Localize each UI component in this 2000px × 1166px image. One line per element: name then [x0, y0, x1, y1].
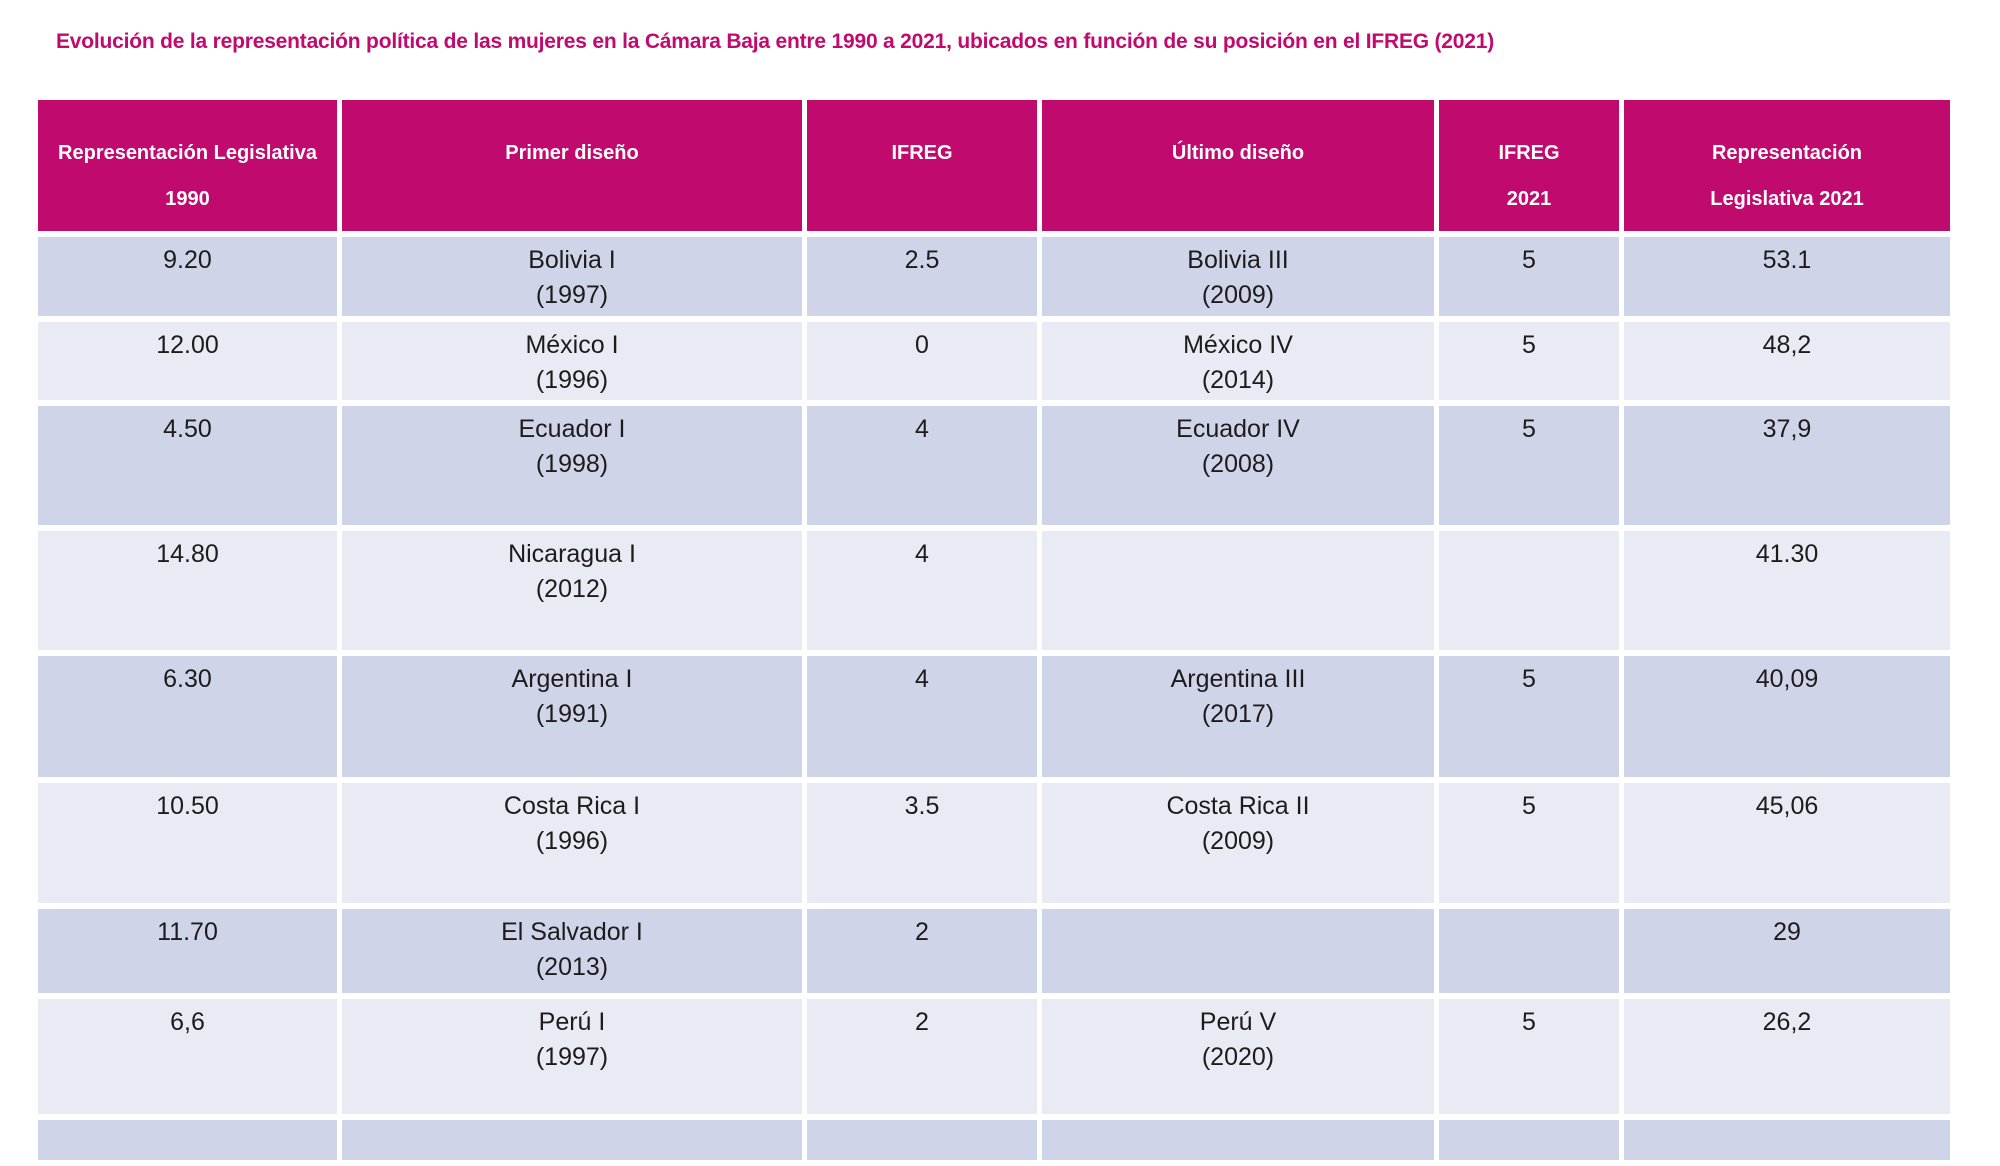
table-cell: 14.80: [38, 531, 337, 650]
column-header-ifreg-2021: IFREG 2021: [1439, 100, 1619, 231]
table-cell: [1624, 1120, 1950, 1160]
table-cell: 5: [1439, 656, 1619, 777]
table-cell: México I (1996): [342, 322, 802, 400]
table-cell: 40,09: [1624, 656, 1950, 777]
table-cell: 48,2: [1624, 322, 1950, 400]
table-header-row: Representación Legislativa 1990 Primer d…: [38, 100, 1955, 231]
table-cell: Ecuador I (1998): [342, 406, 802, 525]
table-row-argentina: 6.30 Argentina I (1991) 4 Argentina III …: [38, 656, 1955, 777]
table-cell: [1439, 909, 1619, 993]
table-cell: Costa Rica II (2009): [1042, 783, 1434, 903]
table-cell: 6,6: [38, 999, 337, 1114]
table-cell: 6.30: [38, 656, 337, 777]
table-cell: Argentina III (2017): [1042, 656, 1434, 777]
table-cell: 0: [807, 322, 1037, 400]
table-cell: [1042, 531, 1434, 650]
table-cell: [1042, 909, 1434, 993]
table-row-nicaragua: 14.80 Nicaragua I (2012) 4 41.30: [38, 531, 1955, 650]
table-cell: 5: [1439, 237, 1619, 316]
table-cell: 11.70: [38, 909, 337, 993]
table-cell: Perú V (2020): [1042, 999, 1434, 1114]
column-header-representacion-2021: Representación Legislativa 2021: [1624, 100, 1950, 231]
table-cell: Nicaragua I (2012): [342, 531, 802, 650]
column-header-ultimo-diseno: Último diseño: [1042, 100, 1434, 231]
table-row-el-salvador: 11.70 El Salvador I (2013) 2 29: [38, 909, 1955, 993]
table-cell: 4: [807, 406, 1037, 525]
table-cell: 3.5: [807, 783, 1037, 903]
table-cell: 29: [1624, 909, 1950, 993]
table-row-clipped: [38, 1120, 1955, 1160]
table-cell: Bolivia I (1997): [342, 237, 802, 316]
table-cell: Costa Rica I (1996): [342, 783, 802, 903]
table-row-peru: 6,6 Perú I (1997) 2 Perú V (2020) 5 26,2: [38, 999, 1955, 1114]
table-row-costa-rica: 10.50 Costa Rica I (1996) 3.5 Costa Rica…: [38, 783, 1955, 903]
table-cell: [1439, 1120, 1619, 1160]
table-cell: 12.00: [38, 322, 337, 400]
table-cell: 5: [1439, 406, 1619, 525]
table-cell: [1439, 531, 1619, 650]
table-cell: 10.50: [38, 783, 337, 903]
table-cell: 26,2: [1624, 999, 1950, 1114]
table-cell: 2.5: [807, 237, 1037, 316]
table-cell: Ecuador IV (2008): [1042, 406, 1434, 525]
table-row-ecuador: 4.50 Ecuador I (1998) 4 Ecuador IV (2008…: [38, 406, 1955, 525]
table-cell: 53.1: [1624, 237, 1950, 316]
column-header-primer-diseno: Primer diseño: [342, 100, 802, 231]
table-cell: El Salvador I (2013): [342, 909, 802, 993]
table-cell: 37,9: [1624, 406, 1950, 525]
column-header-representacion-1990: Representación Legislativa 1990: [38, 100, 337, 231]
table-cell: 2: [807, 909, 1037, 993]
table-cell: 4: [807, 531, 1037, 650]
table-cell: [38, 1120, 337, 1160]
table-cell: [1042, 1120, 1434, 1160]
table-cell: 5: [1439, 783, 1619, 903]
table-cell: [807, 1120, 1037, 1160]
table-cell: 9.20: [38, 237, 337, 316]
table-cell: [342, 1120, 802, 1160]
column-header-ifreg: IFREG: [807, 100, 1037, 231]
table-cell: 45,06: [1624, 783, 1950, 903]
table-cell: Perú I (1997): [342, 999, 802, 1114]
page-title: Evolución de la representación política …: [56, 30, 1495, 53]
women-representation-table: Representación Legislativa 1990 Primer d…: [38, 100, 1955, 1166]
table-cell: 41.30: [1624, 531, 1950, 650]
table-row-bolivia: 9.20 Bolivia I (1997) 2.5 Bolivia III (2…: [38, 237, 1955, 316]
table-cell: Argentina I (1991): [342, 656, 802, 777]
table-cell: 5: [1439, 999, 1619, 1114]
table-cell: 5: [1439, 322, 1619, 400]
table-row-mexico: 12.00 México I (1996) 0 México IV (2014)…: [38, 322, 1955, 400]
table-cell: 2: [807, 999, 1037, 1114]
table-cell: 4.50: [38, 406, 337, 525]
table-cell: México IV (2014): [1042, 322, 1434, 400]
table-cell: 4: [807, 656, 1037, 777]
table-cell: Bolivia III (2009): [1042, 237, 1434, 316]
